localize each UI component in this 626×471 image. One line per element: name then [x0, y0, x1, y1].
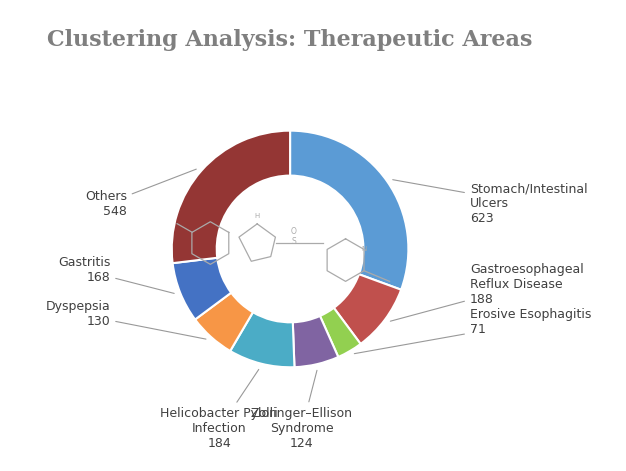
Text: Helicobacter Pylori
Infection
184: Helicobacter Pylori Infection 184	[160, 369, 278, 450]
Text: O: O	[290, 227, 296, 236]
Wedge shape	[293, 316, 338, 367]
Text: Erosive Esophagitis
71: Erosive Esophagitis 71	[354, 309, 592, 354]
Text: S: S	[291, 237, 295, 246]
Wedge shape	[320, 308, 361, 357]
Wedge shape	[334, 274, 401, 344]
Text: Others
548: Others 548	[85, 169, 197, 218]
Text: Zollinger–Ellison
Syndrome
124: Zollinger–Ellison Syndrome 124	[251, 370, 353, 450]
Text: Stomach/Intestinal
Ulcers
623: Stomach/Intestinal Ulcers 623	[393, 180, 588, 226]
Text: H: H	[255, 213, 260, 219]
Wedge shape	[230, 312, 294, 367]
Wedge shape	[290, 130, 408, 290]
Wedge shape	[173, 258, 231, 319]
Text: Gastritis
168: Gastritis 168	[58, 256, 174, 293]
Wedge shape	[172, 130, 290, 263]
Wedge shape	[195, 292, 253, 351]
Text: Gastroesophageal
Reflux Disease
188: Gastroesophageal Reflux Disease 188	[391, 263, 583, 321]
Title: Clustering Analysis: Therapeutic Areas: Clustering Analysis: Therapeutic Areas	[48, 29, 533, 51]
Text: Dyspepsia
130: Dyspepsia 130	[46, 300, 206, 339]
Text: N: N	[361, 246, 366, 252]
